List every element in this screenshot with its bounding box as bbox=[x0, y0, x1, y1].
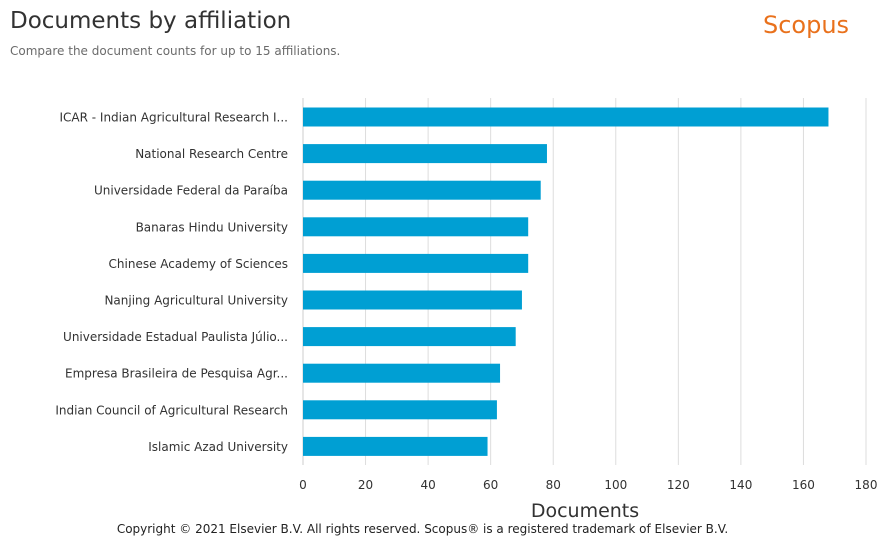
copyright-notice: Copyright © 2021 Elsevier B.V. All right… bbox=[116, 522, 729, 536]
category-label[interactable]: Indian Council of Agricultural Research bbox=[55, 403, 288, 417]
scopus-logo[interactable]: Scopus bbox=[763, 11, 850, 39]
category-label[interactable]: Universidade Estadual Paulista Júlio... bbox=[63, 330, 288, 344]
category-label[interactable]: ICAR - Indian Agricultural Research I... bbox=[59, 111, 288, 125]
x-tick-label: 160 bbox=[792, 478, 815, 492]
bar[interactable] bbox=[303, 436, 488, 456]
bar[interactable] bbox=[303, 253, 529, 273]
x-tick-label: 140 bbox=[729, 478, 752, 492]
x-tick-label: 80 bbox=[546, 478, 561, 492]
x-tick-label: 100 bbox=[604, 478, 627, 492]
chart-bars bbox=[303, 107, 829, 456]
x-tick-label: 0 bbox=[299, 478, 307, 492]
bar[interactable] bbox=[303, 107, 829, 127]
category-label[interactable]: National Research Centre bbox=[135, 147, 288, 161]
bar[interactable] bbox=[303, 180, 541, 200]
page-title: Documents by affiliation bbox=[10, 8, 292, 34]
category-label[interactable]: Universidade Federal da Paraíba bbox=[94, 184, 288, 198]
bar[interactable] bbox=[303, 217, 529, 237]
page-subtitle: Compare the document counts for up to 15… bbox=[10, 44, 341, 58]
chart-x-tick-labels: 0 20 40 60 80 100 120 140 160 180 bbox=[299, 478, 877, 492]
x-tick-label: 180 bbox=[855, 478, 877, 492]
chart-category-labels: ICAR - Indian Agricultural Research I...… bbox=[55, 111, 288, 454]
x-axis-label: Documents bbox=[531, 500, 639, 522]
chart-gridlines bbox=[302, 98, 867, 465]
bar[interactable] bbox=[303, 327, 516, 347]
category-label[interactable]: Islamic Azad University bbox=[148, 440, 288, 454]
x-tick-label: 40 bbox=[420, 478, 435, 492]
category-label[interactable]: Nanjing Agricultural University bbox=[104, 294, 288, 308]
bar[interactable] bbox=[303, 400, 497, 420]
category-label[interactable]: Chinese Academy of Sciences bbox=[109, 257, 288, 271]
category-label[interactable]: Banaras Hindu University bbox=[136, 220, 288, 234]
x-tick-label: 120 bbox=[667, 478, 690, 492]
bar[interactable] bbox=[303, 144, 547, 164]
x-tick-label: 20 bbox=[358, 478, 373, 492]
x-tick-label: 60 bbox=[483, 478, 498, 492]
category-label[interactable]: Empresa Brasileira de Pesquisa Agr... bbox=[65, 367, 288, 381]
bar[interactable] bbox=[303, 290, 522, 310]
bar[interactable] bbox=[303, 363, 501, 383]
